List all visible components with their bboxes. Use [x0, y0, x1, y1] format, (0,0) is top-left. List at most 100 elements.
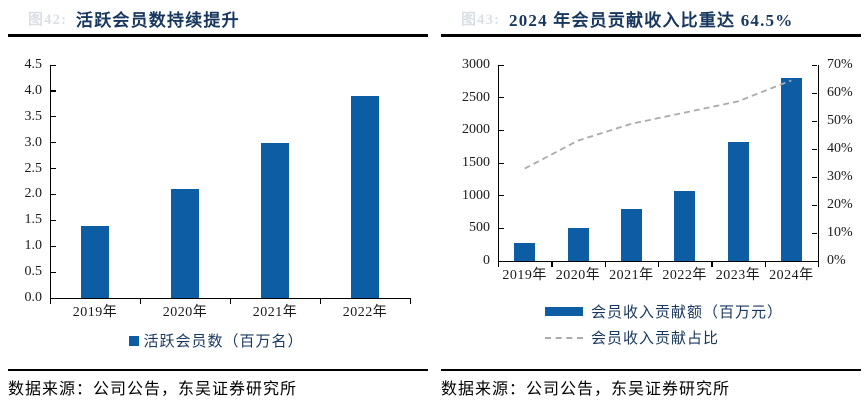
x-axis-label: 2022年 — [342, 305, 388, 320]
bar — [567, 228, 589, 261]
bar — [620, 209, 642, 261]
bar — [171, 189, 199, 298]
y-axis-tick-right — [812, 232, 817, 234]
y-axis-label-right: 50% — [827, 113, 853, 128]
combo-chart-member-revenue: 0 500 1000 1500 2000 2500 3000 0% 10% 20% 30% 40% 50… — [433, 0, 866, 404]
x-axis-tick — [711, 262, 713, 267]
trend-line — [524, 79, 792, 170]
x-axis-label: 2021年 — [252, 305, 298, 320]
legend-dashed-line-swatch — [545, 336, 583, 339]
y-axis-label-right: 70% — [827, 57, 853, 72]
x-axis-tick — [658, 262, 660, 267]
data-source-note: 数据来源：公司公告，东吴证券研究所 — [441, 381, 731, 398]
y-axis-line-right — [818, 65, 820, 261]
figure-number: 图42: — [28, 11, 67, 28]
y-axis-label: 1.5 — [24, 212, 43, 228]
y-axis-label: 0.0 — [24, 290, 43, 305]
y-axis-tick — [51, 297, 56, 299]
panel-active-members: 图42: 活跃会员数持续提升 0.0 0.5 1.0 1.5 2.0 2.5 3.0 3.5 4… — [0, 5, 433, 398]
y-axis-tick — [499, 64, 504, 66]
legend-label: 会员收入贡献额（百万元） — [591, 305, 784, 321]
y-axis-line — [498, 65, 500, 261]
legend-bar-swatch — [545, 307, 583, 316]
title-underline — [441, 34, 861, 37]
y-axis-label: 4.0 — [24, 82, 43, 98]
x-axis-label: 2019年 — [502, 268, 547, 283]
y-axis-tick-right — [812, 260, 817, 262]
y-axis-tick — [51, 116, 56, 118]
y-axis-label: 3000 — [462, 57, 490, 72]
bar — [261, 142, 289, 298]
x-axis-tick — [320, 299, 322, 304]
y-axis-label: 1500 — [462, 155, 490, 170]
y-axis-tick — [51, 64, 56, 66]
y-axis-tick — [499, 260, 504, 262]
y-axis-tick-right — [812, 120, 817, 122]
y-axis-tick — [51, 168, 56, 170]
y-axis-tick-right — [812, 148, 817, 150]
x-axis-tick — [410, 299, 412, 304]
y-axis-label: 2000 — [462, 122, 490, 138]
x-axis-label: 2019年 — [72, 305, 118, 320]
title-bar: 图42: 活跃会员数持续提升 — [28, 5, 428, 31]
y-axis-label: 0 — [483, 253, 490, 268]
y-axis-tick — [51, 245, 56, 247]
bar — [514, 242, 536, 261]
chart-title: 活跃会员数持续提升 — [76, 10, 240, 30]
y-axis-label-right: 30% — [827, 169, 853, 184]
figure-number: 图43: — [461, 11, 500, 28]
x-axis-line — [50, 298, 411, 300]
x-axis-tick — [230, 299, 232, 304]
y-axis-label: 500 — [469, 220, 490, 236]
y-axis-tick-right — [812, 204, 817, 206]
y-axis-label: 2.5 — [24, 160, 43, 176]
footer-divider — [8, 369, 428, 371]
y-axis-tick — [51, 219, 56, 222]
title-bar: 图43: 2024 年会员贡献收入比重达 64.5% — [461, 5, 861, 31]
footer-divider — [441, 369, 861, 371]
y-axis-tick-right — [812, 176, 817, 178]
data-source-note: 数据来源：公司公告，东吴证券研究所 — [8, 381, 298, 398]
title-underline — [8, 34, 428, 37]
x-axis-tick — [50, 299, 52, 304]
bar — [780, 78, 802, 261]
x-axis-label: 2020年 — [162, 305, 208, 320]
x-axis-label: 2021年 — [609, 268, 654, 283]
x-axis-tick — [764, 262, 766, 267]
y-axis-tick-right — [812, 92, 817, 94]
y-axis-label-right: 60% — [827, 85, 853, 100]
legend-label: 活跃会员数（百万名） — [143, 334, 304, 350]
y-axis-tick — [499, 195, 504, 197]
y-axis-label: 1.0 — [24, 238, 43, 254]
y-axis-tick — [499, 227, 504, 230]
x-axis-tick — [551, 262, 553, 267]
legend: 活跃会员数（百万名） — [0, 330, 433, 351]
y-axis-tick — [499, 97, 504, 99]
y-axis-label: 4.5 — [24, 57, 43, 72]
chart-title: 2024 年会员贡献收入比重达 64.5% — [509, 10, 794, 30]
y-axis-tick — [51, 90, 56, 92]
y-axis-label: 3.0 — [24, 134, 43, 150]
y-axis-tick — [51, 142, 56, 144]
y-axis-tick — [499, 129, 504, 132]
y-axis-tick — [499, 162, 504, 164]
x-axis-line — [498, 261, 819, 263]
y-axis-line — [50, 65, 52, 298]
bar-chart-active-members: 0.0 0.5 1.0 1.5 2.0 2.5 3.0 3.5 4.0 4.5 2019年 2020年… — [24, 57, 412, 320]
x-axis-tick — [818, 262, 820, 267]
x-axis-label: 2024年 — [769, 268, 814, 283]
bar — [351, 96, 379, 298]
x-axis-label: 2022年 — [662, 268, 707, 283]
bar — [674, 191, 696, 261]
y-axis-label: 2.0 — [24, 186, 43, 202]
legend-item-bar: 会员收入贡献额（百万元） — [545, 301, 783, 322]
y-axis-label-right: 20% — [827, 197, 853, 212]
y-axis-tick-right — [812, 64, 817, 66]
legend-item-line: 会员收入贡献占比 — [545, 327, 719, 348]
y-axis-label-right: 40% — [827, 141, 853, 156]
bar — [81, 225, 109, 298]
panel-member-revenue: 图43: 2024 年会员贡献收入比重达 64.5% 0 500 1000 1500 2… — [433, 0, 866, 404]
x-axis-label: 2020年 — [555, 268, 601, 283]
x-axis-label: 2023年 — [715, 268, 761, 283]
